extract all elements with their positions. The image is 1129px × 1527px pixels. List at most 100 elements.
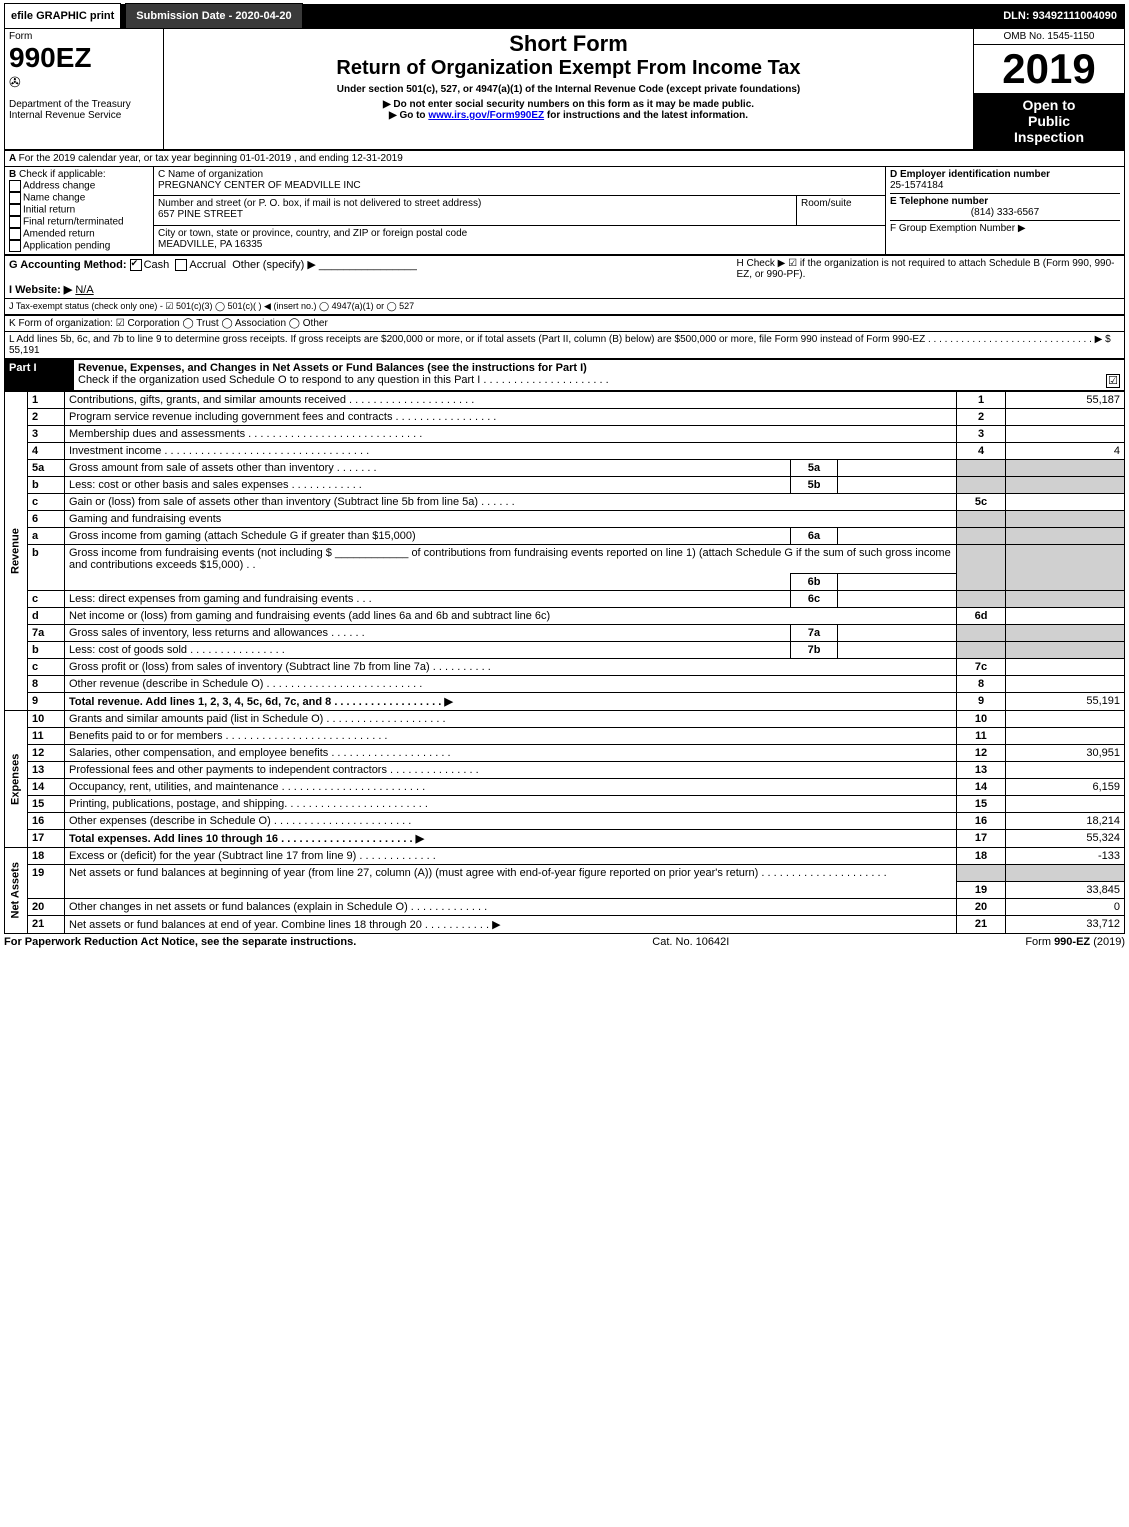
return-title: Return of Organization Exempt From Incom… <box>168 57 969 80</box>
submission-date: Submission Date - 2020-04-20 <box>125 3 302 29</box>
form-number: 990EZ <box>9 42 159 74</box>
g-label: G Accounting Method: <box>9 259 127 271</box>
part1-body: Revenue 1Contributions, gifts, grants, a… <box>4 391 1125 934</box>
i-label: I Website: ▶ <box>9 284 72 296</box>
footer-left: For Paperwork Reduction Act Notice, see … <box>4 936 356 948</box>
page-footer: For Paperwork Reduction Act Notice, see … <box>4 934 1125 948</box>
identity-block: A For the 2019 calendar year, or tax yea… <box>4 150 1125 255</box>
line-21: Net assets or fund balances at end of ye… <box>65 915 957 933</box>
do-not-enter: ▶ Do not enter social security numbers o… <box>168 99 969 110</box>
part1-title: Revenue, Expenses, and Changes in Net As… <box>78 362 587 374</box>
line-7a: Gross sales of inventory, less returns a… <box>65 625 791 642</box>
footer-right: Form 990-EZ (2019) <box>1025 936 1125 948</box>
line-16: Other expenses (describe in Schedule O) … <box>65 813 957 830</box>
addr-value: 657 PINE STREET <box>158 209 243 220</box>
line-6c: Less: direct expenses from gaming and fu… <box>65 591 791 608</box>
b-label: Check if applicable: <box>19 169 106 180</box>
line-6d: Net income or (loss) from gaming and fun… <box>65 608 957 625</box>
chk-name-change[interactable] <box>9 192 21 204</box>
chk-cash[interactable] <box>130 259 142 271</box>
g-h-i-j-block: G Accounting Method: Cash Accrual Other … <box>4 255 1125 315</box>
line-18: Excess or (deficit) for the year (Subtra… <box>65 848 957 865</box>
val-14: 6,159 <box>1006 779 1125 796</box>
part1-label: Part I <box>5 360 74 391</box>
open-public: Open toPublicInspection <box>974 93 1124 149</box>
chk-accrual[interactable] <box>175 259 187 271</box>
line-2: Program service revenue including govern… <box>65 409 957 426</box>
j-text: J Tax-exempt status (check only one) - ☑… <box>5 299 1125 315</box>
chk-address-change[interactable] <box>9 180 21 192</box>
line-12: Salaries, other compensation, and employ… <box>65 745 957 762</box>
form-header: Form 990EZ ✇ Department of the Treasury … <box>4 28 1125 150</box>
line-17: Total expenses. Add lines 10 through 16 … <box>65 830 957 848</box>
line-5a: Gross amount from sale of assets other t… <box>65 460 791 477</box>
form-word: Form <box>9 31 159 42</box>
val-16: 18,214 <box>1006 813 1125 830</box>
val-19: 33,845 <box>1006 881 1125 898</box>
line-a: For the 2019 calendar year, or tax year … <box>19 153 403 164</box>
val-1: 55,187 <box>1006 392 1125 409</box>
line-7c: Gross profit or (loss) from sales of inv… <box>65 659 957 676</box>
part1-header: Part I Revenue, Expenses, and Changes in… <box>4 359 1125 391</box>
e-label: E Telephone number <box>890 196 988 207</box>
chk-amended-return[interactable] <box>9 228 21 240</box>
part1-checkbox[interactable]: ☑ <box>1106 374 1120 388</box>
chk-application-pending[interactable] <box>9 240 21 252</box>
omb-no: OMB No. 1545-1150 <box>974 29 1124 45</box>
line-6: Gaming and fundraising events <box>65 511 957 528</box>
tax-year: 2019 <box>974 45 1124 93</box>
val-12: 30,951 <box>1006 745 1125 762</box>
val-20: 0 <box>1006 898 1125 915</box>
expenses-section-label: Expenses <box>5 711 28 848</box>
short-form-title: Short Form <box>168 31 969 57</box>
line-13: Professional fees and other payments to … <box>65 762 957 779</box>
f-label: F Group Exemption Number ▶ <box>890 223 1026 234</box>
l-text: L Add lines 5b, 6c, and 7b to line 9 to … <box>5 332 1125 359</box>
addr-label: Number and street (or P. O. box, if mail… <box>158 198 481 209</box>
line-11: Benefits paid to or for members . . . . … <box>65 728 957 745</box>
line-3: Membership dues and assessments . . . . … <box>65 426 957 443</box>
val-17: 55,324 <box>1006 830 1125 848</box>
under-section: Under section 501(c), 527, or 4947(a)(1)… <box>168 84 969 95</box>
line-6a: Gross income from gaming (attach Schedul… <box>65 528 791 545</box>
val-21: 33,712 <box>1006 915 1125 933</box>
chk-initial-return[interactable] <box>9 204 21 216</box>
c-label: C Name of organization <box>158 169 263 180</box>
line-10: Grants and similar amounts paid (list in… <box>65 711 957 728</box>
line-15: Printing, publications, postage, and shi… <box>65 796 957 813</box>
dept-treasury: Department of the Treasury <box>9 99 159 110</box>
footer-mid: Cat. No. 10642I <box>652 936 729 948</box>
ein-value: 25-1574184 <box>890 180 943 191</box>
line-1: Contributions, gifts, grants, and simila… <box>65 392 957 409</box>
room-suite-label: Room/suite <box>797 196 886 225</box>
part1-check-text: Check if the organization used Schedule … <box>78 374 609 386</box>
d-label: D Employer identification number <box>890 169 1050 180</box>
h-text: H Check ▶ ☑ if the organization is not r… <box>733 256 1125 299</box>
line-9: Total revenue. Add lines 1, 2, 3, 4, 5c,… <box>65 693 957 711</box>
org-name: PREGNANCY CENTER OF MEADVILLE INC <box>158 180 361 191</box>
line-8: Other revenue (describe in Schedule O) .… <box>65 676 957 693</box>
city-label: City or town, state or province, country… <box>158 228 467 239</box>
line-5c: Gain or (loss) from sale of assets other… <box>65 494 957 511</box>
line-19: Net assets or fund balances at beginning… <box>65 865 957 882</box>
irs-label: Internal Revenue Service <box>9 110 159 121</box>
k-text: K Form of organization: ☑ Corporation ◯ … <box>5 316 1125 332</box>
line-6b: Gross income from fundraising events (no… <box>65 545 957 574</box>
netassets-section-label: Net Assets <box>5 848 28 934</box>
val-9: 55,191 <box>1006 693 1125 711</box>
line-14: Occupancy, rent, utilities, and maintena… <box>65 779 957 796</box>
efile-print-button[interactable]: efile GRAPHIC print <box>4 3 121 29</box>
val-18: -133 <box>1006 848 1125 865</box>
line-20: Other changes in net assets or fund bala… <box>65 898 957 915</box>
line-7b: Less: cost of goods sold . . . . . . . .… <box>65 642 791 659</box>
irs-link[interactable]: www.irs.gov/Form990EZ <box>428 110 544 121</box>
top-bar: efile GRAPHIC print Submission Date - 20… <box>4 4 1125 28</box>
goto-line: ▶ Go to www.irs.gov/Form990EZ for instru… <box>168 110 969 121</box>
line-5b: Less: cost or other basis and sales expe… <box>65 477 791 494</box>
website-value: N/A <box>75 284 93 296</box>
dln: DLN: 93492111004090 <box>995 10 1125 22</box>
revenue-section-label: Revenue <box>5 392 28 711</box>
city-value: MEADVILLE, PA 16335 <box>158 239 262 250</box>
line-4: Investment income . . . . . . . . . . . … <box>65 443 957 460</box>
chk-final-return[interactable] <box>9 216 21 228</box>
